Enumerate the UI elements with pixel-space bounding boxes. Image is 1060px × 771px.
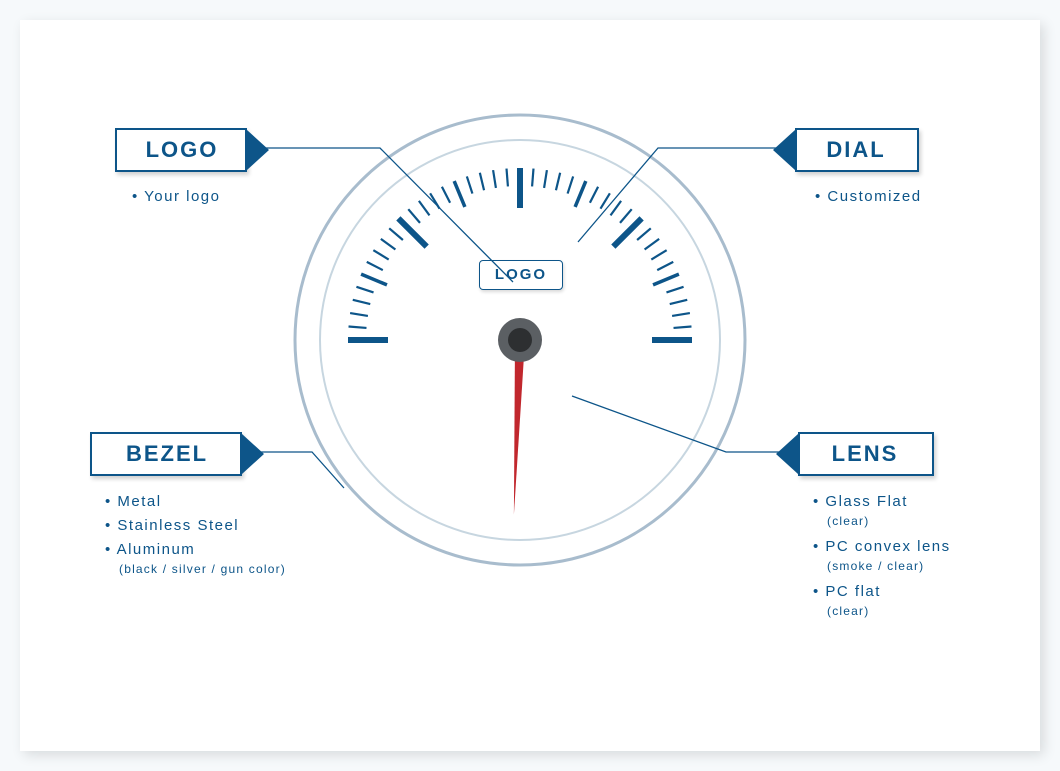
arrow-right-icon	[247, 130, 269, 170]
arrow-left-icon	[773, 130, 795, 170]
bullet-subtext: (clear)	[827, 602, 951, 621]
callout-lens-title: LENS	[798, 441, 932, 467]
callout-bezel-label: BEZEL	[90, 432, 242, 476]
bullet-subtext: (clear)	[827, 512, 951, 531]
callout-logo-title: LOGO	[117, 137, 247, 163]
callout-bezel-title: BEZEL	[92, 441, 242, 467]
bullet-item: • Customized	[815, 185, 922, 209]
arrow-left-icon	[776, 434, 798, 474]
bullet-item: • Metal	[105, 490, 286, 514]
callout-logo-label: LOGO	[115, 128, 247, 172]
bullet-item: • PC convex lens	[813, 535, 951, 559]
bullet-item: • PC flat	[813, 580, 951, 604]
gauge-logo-plate: LOGO	[479, 260, 563, 290]
callout-dial-title: DIAL	[795, 137, 917, 163]
card: LOGO DIAL BEZEL LENS • Your logo • Custo…	[20, 20, 1040, 751]
bullet-item: • Glass Flat	[813, 490, 951, 514]
bullet-item: • Stainless Steel	[105, 514, 286, 538]
callout-lens-label: LENS	[798, 432, 934, 476]
bullet-item: • Your logo	[132, 185, 220, 209]
gauge-logo-text: LOGO	[495, 266, 547, 283]
bullet-item: • Aluminum	[105, 538, 286, 562]
arrow-right-icon	[242, 434, 264, 474]
callout-bezel-bullets: • Metal• Stainless Steel• Aluminum(black…	[105, 490, 286, 583]
bullet-subtext: (smoke / clear)	[827, 557, 951, 576]
callout-dial-bullets: • Customized	[815, 185, 922, 209]
bullet-subtext: (black / silver / gun color)	[119, 560, 286, 579]
callout-lens-bullets: • Glass Flat(clear)• PC convex lens(smok…	[813, 490, 951, 626]
callout-dial-label: DIAL	[795, 128, 919, 172]
callout-logo-bullets: • Your logo	[132, 185, 220, 209]
